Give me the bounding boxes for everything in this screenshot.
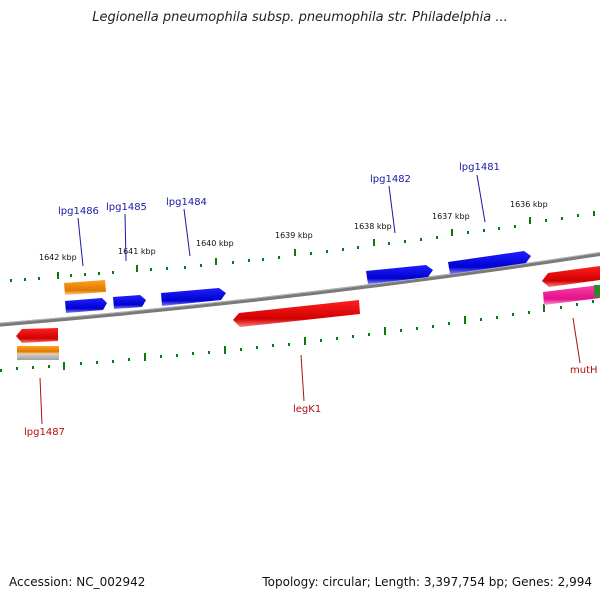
label-lpg1482[interactable]: lpg1482: [370, 174, 411, 185]
kbp-label-1639: 1639 kbp: [275, 231, 313, 240]
map-title: Legionella pneumophila subsp. pneumophil…: [92, 10, 508, 25]
kbp-label-1637: 1637 kbp: [432, 212, 470, 221]
upper-tick-ring: [10, 211, 595, 282]
gene-lpg1482[interactable]: [366, 265, 433, 284]
leader-lines: [39, 174, 581, 425]
kbp-label-1641: 1641 kbp: [118, 247, 156, 256]
label-lpg1486[interactable]: lpg1486: [58, 206, 99, 217]
accession-text: Accession: NC_002942: [9, 575, 146, 589]
kbp-label-1636: 1636 kbp: [510, 200, 548, 209]
gene-lpg1487[interactable]: [16, 328, 58, 343]
gene-labels: lpg1486 lpg1485 lpg1484 lpg1482 lpg1481 …: [24, 162, 598, 438]
forward-genes: [64, 251, 600, 313]
gene-lpg1486-blue[interactable]: [65, 298, 107, 313]
gene-lpg1481[interactable]: [448, 251, 531, 274]
kbp-labels: 1642 kbp 1641 kbp 1640 kbp 1639 kbp 1638…: [39, 200, 548, 262]
kbp-label-1642: 1642 kbp: [39, 253, 77, 262]
gene-legK1[interactable]: [233, 300, 360, 327]
gene-lpg1484[interactable]: [161, 288, 226, 306]
gene-magenta[interactable]: [543, 285, 600, 305]
gene-mutH[interactable]: [542, 266, 600, 287]
gene-lpg1485[interactable]: [113, 295, 146, 309]
label-lpg1485[interactable]: lpg1485: [106, 202, 147, 213]
gene-lpg1487-orange[interactable]: [17, 346, 59, 354]
genome-summary-text: Topology: circular; Length: 3,397,754 bp…: [262, 575, 592, 589]
kbp-label-1640: 1640 kbp: [196, 239, 234, 248]
kbp-label-1638: 1638 kbp: [354, 222, 392, 231]
genome-backbone: [0, 252, 600, 327]
gene-lpg1486[interactable]: [64, 280, 106, 295]
lower-tick-ring: [0, 300, 594, 372]
label-lpg1481[interactable]: lpg1481: [459, 162, 500, 173]
label-lpg1487[interactable]: lpg1487: [24, 427, 65, 438]
label-mutH[interactable]: mutH: [570, 365, 598, 376]
reverse-genes: [16, 266, 600, 360]
label-lpg1484[interactable]: lpg1484: [166, 197, 207, 208]
label-legK1[interactable]: legK1: [293, 404, 321, 415]
gene-lpg1487-gray[interactable]: [17, 354, 59, 360]
